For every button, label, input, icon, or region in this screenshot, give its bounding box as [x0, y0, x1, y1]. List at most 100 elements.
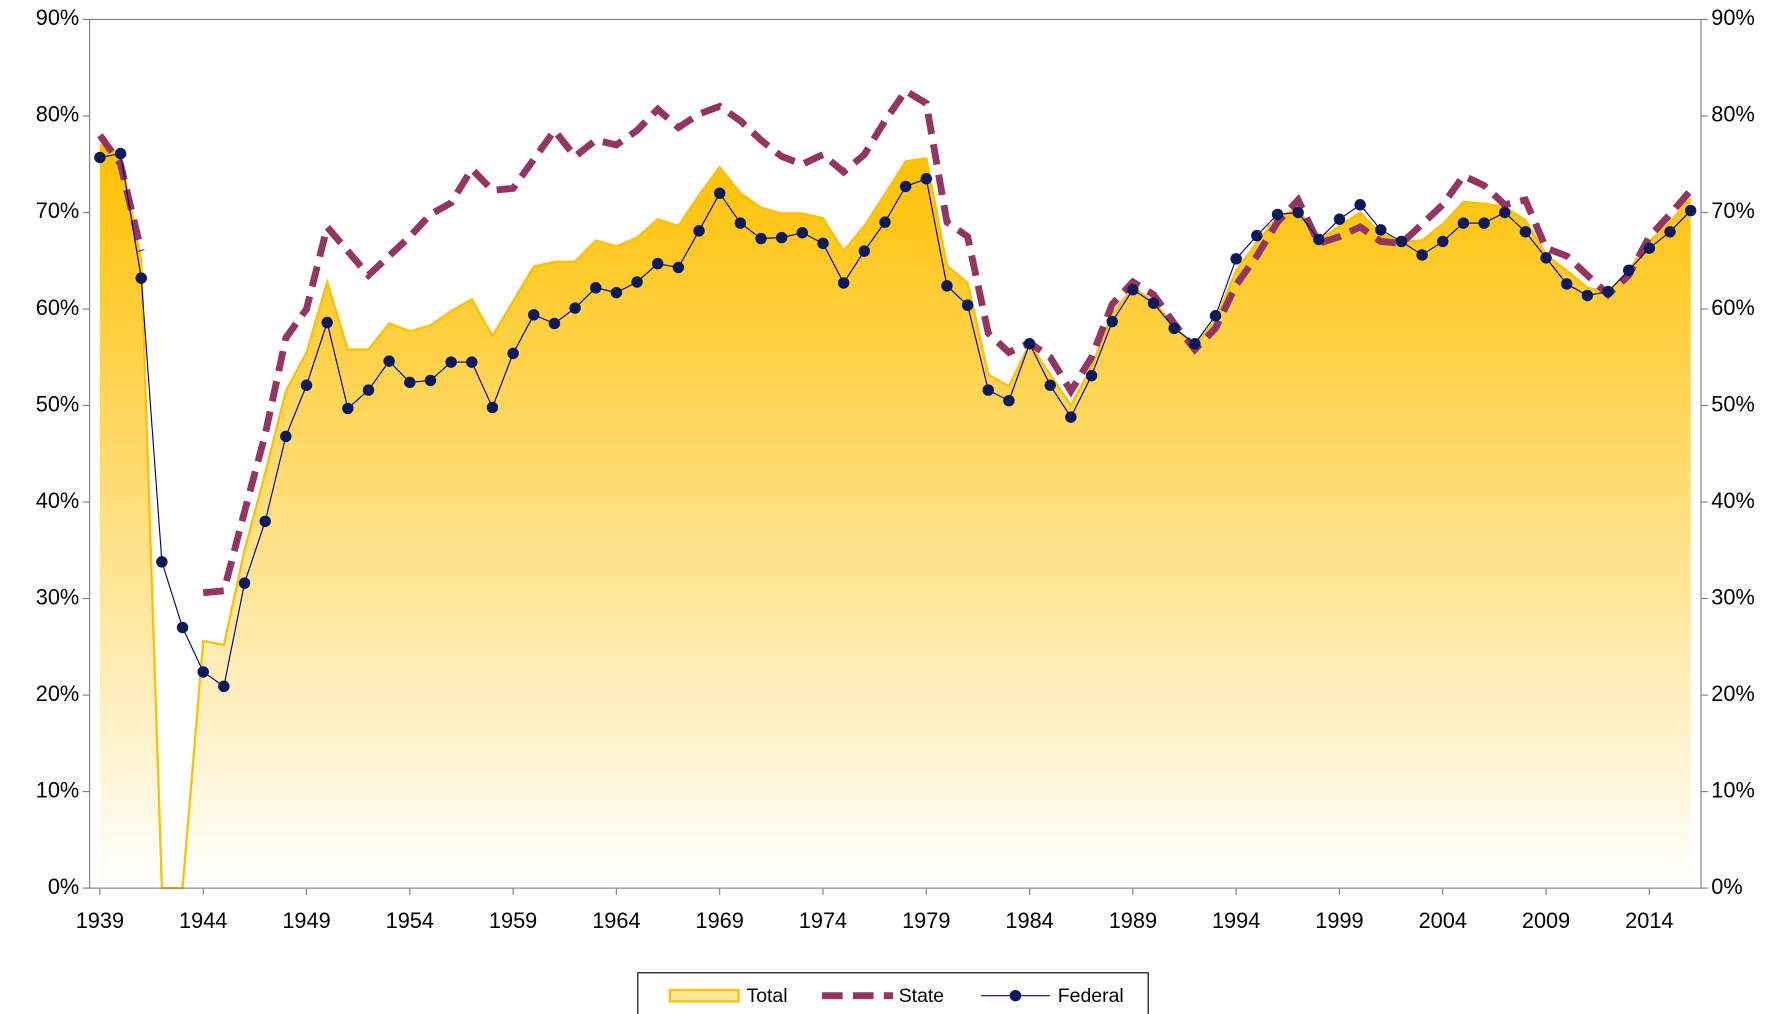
- federal-marker: [1044, 379, 1056, 391]
- federal-marker: [590, 282, 602, 294]
- federal-marker: [734, 217, 747, 229]
- plot-frame: [89, 18, 1702, 889]
- federal-marker: [1395, 235, 1408, 248]
- y2-tick-label: 40%: [1711, 488, 1755, 513]
- x-tick-label: 2014: [1625, 908, 1673, 933]
- federal-marker: [1023, 338, 1036, 350]
- y2-tick-label: 90%: [1711, 5, 1755, 30]
- y2-tick-label: 0%: [1711, 874, 1742, 899]
- federal-marker: [1519, 226, 1532, 238]
- federal-marker: [693, 225, 705, 237]
- y2-tick-label: 50%: [1711, 391, 1755, 416]
- federal-marker: [1622, 264, 1635, 277]
- y-tick-label: 80%: [36, 102, 80, 127]
- area-outline: [99, 143, 1692, 890]
- federal-marker: [1189, 338, 1201, 350]
- federal-marker: [1230, 253, 1242, 265]
- federal-marker: [672, 261, 685, 274]
- federal-marker: [837, 277, 850, 289]
- federal-marker: [1643, 242, 1656, 254]
- y-tick-label: 60%: [36, 295, 80, 320]
- x-tick-label: 1944: [179, 908, 227, 933]
- federal-marker: [920, 172, 932, 185]
- legend-label: Federal: [1058, 985, 1124, 1007]
- federal-marker: [1499, 206, 1511, 219]
- federal-marker: [1003, 394, 1015, 407]
- federal-marker: [1209, 310, 1222, 322]
- federal-marker: [383, 355, 395, 367]
- y-tick-label: 0%: [48, 874, 79, 899]
- x-tick-label: 1949: [282, 908, 330, 933]
- federal-marker: [982, 384, 994, 396]
- federal-marker: [176, 621, 189, 634]
- federal-marker: [1085, 369, 1098, 382]
- federal-marker: [135, 272, 147, 284]
- federal-marker: [1168, 322, 1180, 335]
- y-tick-label: 70%: [36, 198, 80, 223]
- federal-marker: [651, 257, 664, 270]
- federal-marker: [858, 245, 871, 257]
- y2-tick-label: 80%: [1711, 102, 1755, 127]
- federal-marker: [1581, 289, 1594, 302]
- federal-marker: [1065, 411, 1077, 423]
- federal-marker: [424, 374, 437, 387]
- federal-marker: [1437, 235, 1449, 248]
- federal-marker: [569, 302, 581, 314]
- federal-marker: [218, 680, 230, 693]
- federal-marker: [1375, 224, 1387, 236]
- x-tick-label: 1969: [696, 908, 744, 933]
- federal-marker: [775, 231, 788, 244]
- federal-marker: [404, 376, 416, 389]
- federal-marker: [507, 347, 519, 360]
- x-tick-label: 1964: [592, 908, 640, 933]
- x-tick-label: 1999: [1315, 908, 1363, 933]
- federal-marker: [1478, 217, 1490, 229]
- state-line: [97, 86, 1694, 597]
- y-tick-label: 20%: [36, 681, 80, 706]
- y2-tick-label: 10%: [1711, 777, 1755, 802]
- x-tick-label: 1994: [1212, 908, 1260, 933]
- federal-marker: [1313, 233, 1325, 246]
- federal-marker: [1416, 249, 1428, 261]
- federal-marker: [796, 227, 809, 239]
- federal-marker: [1560, 278, 1573, 290]
- x-tick-label: 1989: [1109, 908, 1157, 933]
- federal-marker: [961, 299, 974, 311]
- federal-marker: [817, 237, 829, 250]
- federal-marker: [631, 276, 643, 288]
- federal-marker: [1354, 199, 1366, 211]
- federal-marker: [1684, 204, 1697, 217]
- area-fill: [99, 144, 1691, 889]
- x-tick-label: 1974: [799, 908, 847, 933]
- federal-marker: [156, 556, 168, 568]
- federal-marker: [486, 401, 499, 414]
- federal-marker: [713, 187, 726, 199]
- federal-marker: [280, 430, 292, 443]
- y-tick-label: 10%: [36, 777, 80, 802]
- federal-marker: [1251, 229, 1263, 242]
- federal-marker: [1106, 315, 1118, 328]
- federal-marker: [300, 379, 313, 391]
- legend-label: State: [899, 985, 944, 1007]
- federal-marker: [259, 515, 271, 528]
- federal-marker: [879, 216, 891, 228]
- x-tick-label: 2009: [1522, 908, 1570, 933]
- federal-marker: [197, 666, 209, 678]
- federal-marker: [610, 286, 623, 299]
- y2-tick-label: 60%: [1711, 295, 1755, 320]
- y2-tick-label: 20%: [1711, 681, 1755, 706]
- federal-marker: [362, 384, 375, 396]
- y-tick-label: 30%: [36, 584, 80, 609]
- x-tick-label: 1939: [76, 908, 124, 933]
- legend-swatch: [668, 988, 740, 1003]
- x-tick-label: 1984: [1005, 908, 1053, 933]
- federal-marker: [1457, 217, 1470, 229]
- federal-marker: [1147, 297, 1160, 309]
- federal-marker: [1333, 213, 1346, 225]
- y-tick-label: 50%: [36, 391, 80, 416]
- x-tick-label: 1979: [902, 908, 950, 933]
- legend-marker: [1009, 989, 1022, 1002]
- federal-marker: [342, 402, 354, 415]
- x-tick-label: 1954: [386, 908, 434, 933]
